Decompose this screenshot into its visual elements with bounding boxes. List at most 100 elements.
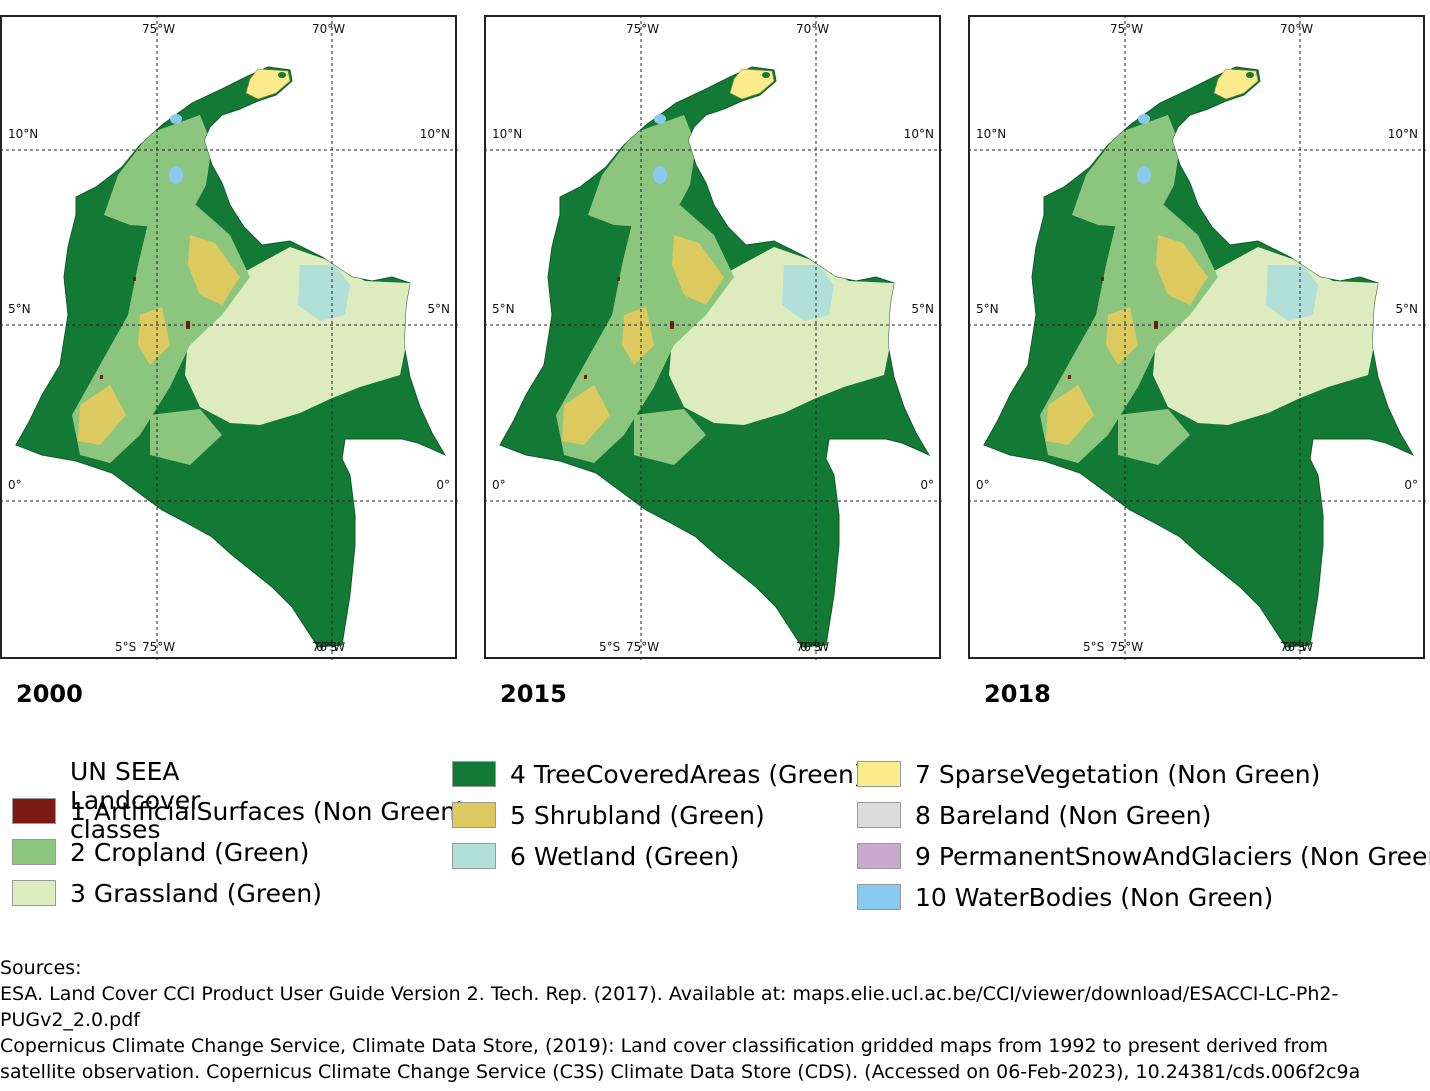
legend-swatch	[452, 843, 496, 869]
tick-label-bottom-75w: 75°W	[626, 640, 659, 654]
legend-title: UN SEEA Landcover classes	[70, 757, 201, 844]
water-body	[654, 114, 666, 124]
landcover-layer	[72, 115, 410, 465]
tick-label-right-0: 0°	[1404, 478, 1418, 492]
tick-label-bottom-70w: 70°W	[312, 640, 345, 654]
tick-label-bottom-5s: 5°S	[599, 640, 620, 654]
tick-label-left-5n: 5°N	[492, 302, 515, 316]
tick-label-left-0: 0°	[976, 478, 990, 492]
legend-swatch	[452, 761, 496, 787]
legend-item-cropland: 2 Cropland (Green)	[12, 836, 309, 868]
tick-label-right-5n: 5°N	[1395, 302, 1418, 316]
tick-label-left-0: 0°	[8, 478, 22, 492]
tick-label-top-75w: 75°W	[626, 22, 659, 36]
tick-label-top-70w: 70°W	[1280, 22, 1313, 36]
map-panel-2018: 75°W 70°W 10°N 10°N 5°N 5°N 0° 0° 5°S 75°W 70°W 0°S	[968, 15, 1430, 660]
shrubland-area	[1106, 307, 1138, 365]
legend-item-tree-covered-areas: 4 TreeCoveredAreas (Green)	[452, 758, 864, 790]
tick-label-left-5n: 5°N	[976, 302, 999, 316]
landcover-layer	[1040, 115, 1378, 465]
map-panel-2015: 75°W 70°W 10°N 10°N 5°N 5°N 0° 0° 5°S 75°W 70°W 0°S	[484, 15, 954, 660]
water-body	[653, 166, 667, 184]
legend-item-label: 10 WaterBodies (Non Green)	[915, 882, 1274, 912]
shrubland-area	[188, 235, 240, 305]
legend-swatch	[452, 802, 496, 828]
tick-label-bottom-70w: 70°W	[796, 640, 829, 654]
legend-item-label: 4 TreeCoveredAreas (Green)	[510, 759, 864, 789]
legend-swatch	[857, 802, 901, 828]
legend-item-label: 9 PermanentSnowAndGlaciers (Non Green)	[915, 841, 1430, 871]
legend-item-label: 3 Grassland (Green)	[70, 878, 323, 908]
tick-label-right-5n: 5°N	[911, 302, 934, 316]
tick-label-bottom-0s: 0°S	[316, 640, 337, 654]
legend-swatch	[857, 843, 901, 869]
source-esa-line-2: PUGv2_2.0.pdf	[0, 1009, 140, 1031]
shrubland-area	[622, 307, 654, 365]
legend-item-wetland: 6 Wetland (Green)	[452, 840, 739, 872]
year-label-2000: 2000	[16, 680, 83, 708]
tick-label-bottom-0s: 0°S	[800, 640, 821, 654]
cropland-area	[1072, 115, 1180, 227]
tick-label-left-5n: 5°N	[8, 302, 31, 316]
tick-label-bottom-75w: 75°W	[142, 640, 175, 654]
grassland-area	[669, 247, 894, 425]
city-marker-medellin	[1101, 277, 1104, 281]
tick-label-top-75w: 75°W	[142, 22, 175, 36]
year-label-2018: 2018	[984, 680, 1051, 708]
shrubland-area	[1156, 235, 1208, 305]
shrubland-area	[672, 235, 724, 305]
tick-label-left-10n: 10°N	[492, 127, 522, 141]
tick-label-top-70w: 70°W	[312, 22, 345, 36]
landcover-layer	[556, 115, 894, 465]
tick-label-bottom-75w: 75°W	[1110, 640, 1143, 654]
tick-label-bottom-5s: 5°S	[115, 640, 136, 654]
water-body	[170, 114, 182, 124]
tree-cover-patch	[762, 72, 770, 78]
source-esa-line-1: ESA. Land Cover CCI Product User Guide V…	[0, 983, 1339, 1005]
tick-label-top-75w: 75°W	[1110, 22, 1143, 36]
legend-item-label: 2 Cropland (Green)	[70, 837, 310, 867]
sources-heading: Sources:	[0, 957, 82, 979]
city-marker-medellin	[133, 277, 136, 281]
legend-item-label: 5 Shrubland (Green)	[510, 800, 765, 830]
tick-label-right-10n: 10°N	[420, 127, 450, 141]
legend-item-sparse-vegetation: 7 SparseVegetation (Non Green)	[857, 758, 1320, 790]
legend-swatch	[12, 880, 56, 906]
legend-item-shrubland: 5 Shrubland (Green)	[452, 799, 765, 831]
legend-swatch	[857, 884, 901, 910]
legend-item-label: 7 SparseVegetation (Non Green)	[915, 759, 1321, 789]
sources-block: Sources: ESA. Land Cover CCI Product Use…	[0, 955, 1430, 1085]
grassland-area	[185, 247, 410, 425]
shrubland-area	[78, 385, 126, 445]
tick-label-right-5n: 5°N	[427, 302, 450, 316]
tick-label-right-10n: 10°N	[904, 127, 934, 141]
tick-label-right-0: 0°	[436, 478, 450, 492]
cropland-area	[1118, 409, 1190, 465]
city-marker-cali	[584, 375, 587, 379]
legend-swatch	[857, 761, 901, 787]
legend-item-permanent-snow: 9 PermanentSnowAndGlaciers (Non Green)	[857, 840, 1430, 872]
source-c3s-line-2: satellite observation. Copernicus Climat…	[0, 1061, 1361, 1083]
map-svg: 75°W 70°W10°N 10°N5°N 5°N0° 0°5°S 75°W 70°W0°S	[484, 15, 942, 660]
legend-item-label: 1 ArtificialSurfaces (Non Green)	[70, 796, 466, 826]
tree-cover-patch	[1246, 72, 1254, 78]
map-svg: 75°W 70°W10°N 10°N5°N 5°N0° 0°5°S 75°W 70°W0°S	[0, 15, 458, 660]
legend-swatch	[12, 839, 56, 865]
tick-label-right-10n: 10°N	[1388, 127, 1418, 141]
wetland-area	[1266, 265, 1318, 321]
city-marker-medellin	[617, 277, 620, 281]
tick-label-left-10n: 10°N	[8, 127, 38, 141]
legend-item-artificial-surfaces: 1 ArtificialSurfaces (Non Green)	[12, 795, 466, 827]
city-marker-cali	[1068, 375, 1071, 379]
tick-label-right-0: 0°	[920, 478, 934, 492]
tick-label-left-10n: 10°N	[976, 127, 1006, 141]
tick-label-left-0: 0°	[492, 478, 506, 492]
shrubland-area	[138, 307, 170, 365]
tick-label-top-70w: 70°W	[796, 22, 829, 36]
year-label-2015: 2015	[500, 680, 567, 708]
grassland-area	[1153, 247, 1378, 425]
water-body	[1137, 166, 1151, 184]
cropland-area	[634, 409, 706, 465]
water-body	[1138, 114, 1150, 124]
tree-cover-patch	[278, 72, 286, 78]
